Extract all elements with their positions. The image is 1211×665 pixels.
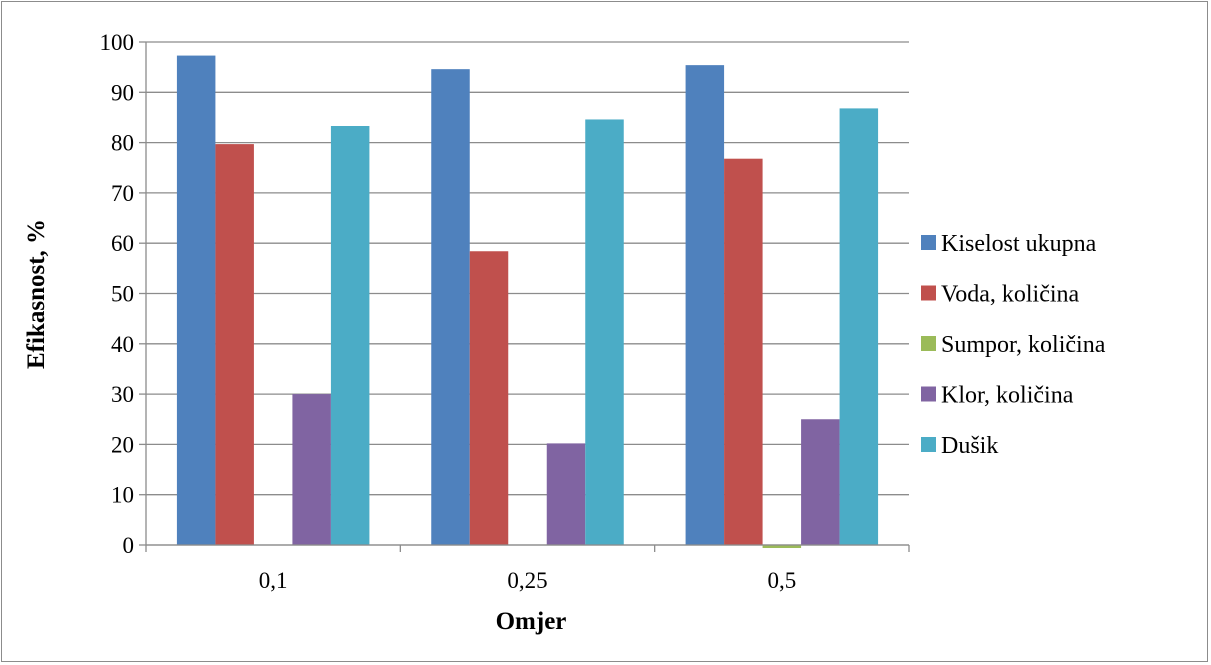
y-tick-label: 60: [111, 231, 134, 256]
legend-swatch: [921, 437, 936, 452]
y-tick-label: 100: [100, 30, 135, 55]
bar-1-1: [176, 55, 216, 546]
legend-label: Dušik: [941, 433, 998, 459]
y-axis-title: Efikasnost, %: [23, 219, 50, 369]
bar-2-2: [469, 251, 509, 546]
bar-3-3: [762, 545, 802, 549]
y-tick-label: 40: [111, 332, 134, 357]
bar-4-3: [801, 419, 840, 545]
bar-2-3: [724, 158, 763, 546]
bar-2-1: [215, 144, 254, 545]
legend: Kiselost ukupna Voda, količina Sumpor, kol…: [921, 231, 1106, 459]
y-tick-label: 30: [111, 382, 134, 407]
bar-4-2: [546, 443, 586, 545]
bar-5-1: [330, 126, 370, 545]
bar-4-1: [292, 394, 331, 545]
bar-5-2: [585, 119, 624, 545]
gridlines: [139, 41, 910, 552]
legend-swatch: [921, 285, 936, 301]
y-tick-label: 90: [111, 80, 134, 105]
y-tick-label: 10: [111, 483, 134, 508]
legend-label: Kiselost ukupna: [941, 231, 1097, 257]
legend-label: Sumpor, količina: [941, 332, 1106, 358]
bar-1-3: [685, 65, 725, 545]
legend-label: Voda, količina: [941, 282, 1080, 308]
y-tick-label: 80: [111, 131, 134, 156]
legend-swatch: [921, 386, 936, 402]
legend-swatch: [921, 336, 936, 351]
y-tick-labels: 0 10 20 30 40 50 60 70 80 90 100: [100, 30, 135, 558]
x-tick-label: 0,1: [259, 568, 288, 593]
bar-5-3: [839, 108, 879, 546]
bars: [146, 55, 909, 549]
x-tick-label: 0,25: [507, 568, 547, 593]
x-axis-title: Omjer: [496, 608, 567, 635]
y-tick-label: 70: [111, 181, 134, 206]
x-tick-labels: 0,1 0,25 0,5: [259, 568, 796, 593]
y-tick-label: 0: [123, 533, 135, 558]
y-tick-label: 20: [111, 432, 134, 457]
bar-1-2: [431, 69, 470, 546]
y-tick-label: 50: [111, 282, 134, 307]
legend-swatch: [921, 235, 936, 250]
x-tick-label: 0,5: [767, 568, 796, 593]
legend-label: Klor, količina: [941, 383, 1074, 409]
